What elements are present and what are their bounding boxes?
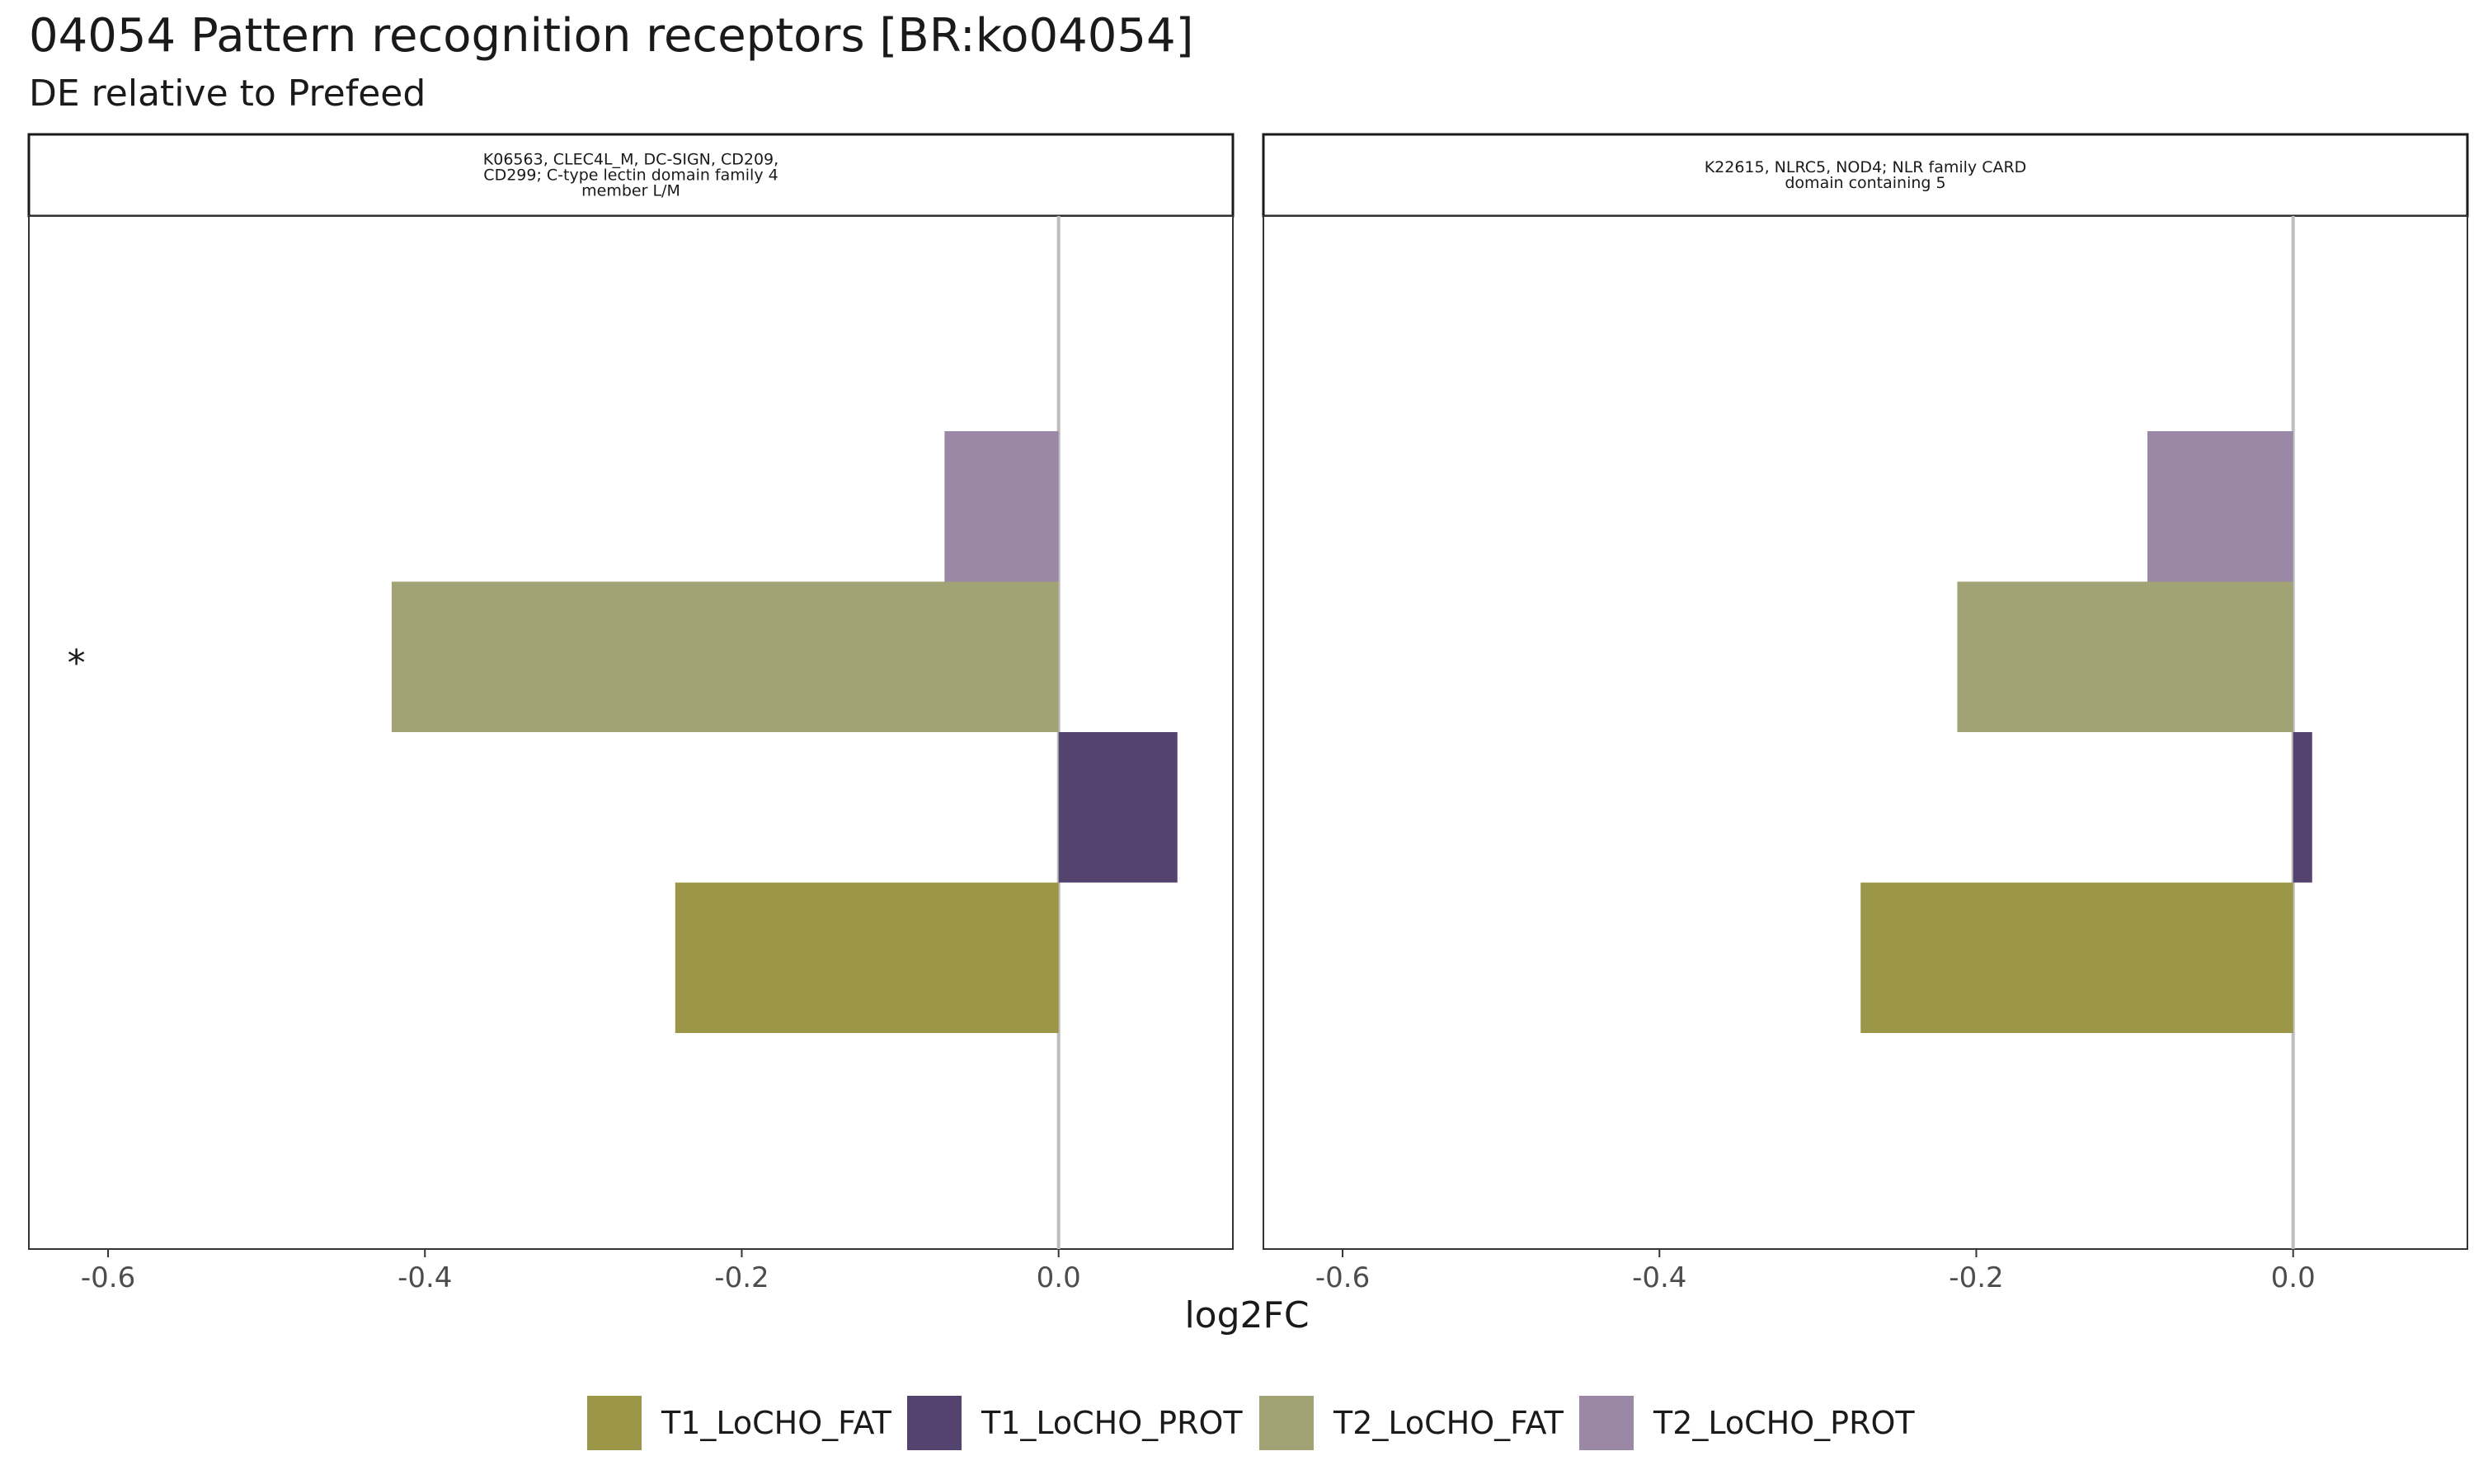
- bar-t2-locho-prot: [2147, 431, 2293, 582]
- panel-frame: [1263, 215, 2468, 1250]
- bar-t2-locho-prot: [944, 431, 1059, 582]
- legend-swatch: [907, 1396, 962, 1450]
- x-axis-title: log2FC: [1184, 1294, 1309, 1336]
- bar-t1-locho-fat: [1860, 882, 2293, 1033]
- bar-t1-locho-prot: [2293, 732, 2312, 883]
- legend-swatch: [1579, 1396, 1634, 1450]
- facet-strip-label: K06563, CLEC4L_M, DC-SIGN, CD209,: [483, 151, 778, 169]
- bar-t2-locho-fat: [1957, 581, 2293, 732]
- legend-label: T2_LoCHO_PROT: [1653, 1405, 1915, 1441]
- facet-strip: [1262, 133, 2469, 218]
- legend-label: T2_LoCHO_FAT: [1333, 1405, 1564, 1441]
- x-tick-label: -0.4: [1632, 1261, 1686, 1294]
- x-tick-label: -0.4: [397, 1261, 452, 1294]
- legend-swatch: [587, 1396, 642, 1450]
- facet-strip-label: member L/M: [581, 182, 680, 200]
- x-tick-label: -0.6: [1315, 1261, 1370, 1294]
- facet-strip-label: K22615, NLRC5, NOD4; NLR family CARD: [1705, 158, 2027, 176]
- bar-t1-locho-prot: [1058, 732, 1178, 883]
- facet-strip: [27, 133, 1235, 218]
- legend-item: T2_LoCHO_FAT: [1259, 1396, 1564, 1450]
- chart-title: 04054 Pattern recognition receptors [BR:…: [29, 9, 1193, 63]
- panel-frame: [28, 215, 1234, 1250]
- chart-subtitle: DE relative to Prefeed: [29, 73, 426, 115]
- panel-1: K06563, CLEC4L_M, DC-SIGN, CD209,CD299; …: [27, 133, 1235, 1294]
- x-tick-label: 0.0: [2271, 1261, 2316, 1294]
- facet-strip-label: domain containing 5: [1785, 174, 1945, 192]
- panel-2: K22615, NLRC5, NOD4; NLR family CARDdoma…: [1262, 133, 2469, 1294]
- x-tick-label: 0.0: [1037, 1261, 1081, 1294]
- legend-swatch: [1259, 1396, 1314, 1450]
- x-tick-label: -0.6: [81, 1261, 135, 1294]
- legend: T1_LoCHO_FAT T1_LoCHO_PROT T2_LoCHO_FAT T2_…: [587, 1396, 1915, 1450]
- x-tick-label: -0.2: [1949, 1261, 2003, 1294]
- legend-item: T1_LoCHO_PROT: [907, 1396, 1243, 1450]
- panels: K06563, CLEC4L_M, DC-SIGN, CD209,CD299; …: [27, 133, 2469, 1294]
- facet-strip-label: CD299; C-type lectin domain family 4: [483, 167, 778, 185]
- bar-t2-locho-fat: [391, 581, 1059, 732]
- significance-marker: *: [68, 642, 86, 684]
- legend-item: T2_LoCHO_PROT: [1579, 1396, 1915, 1450]
- bar-t1-locho-fat: [675, 882, 1059, 1033]
- legend-label: T1_LoCHO_PROT: [981, 1405, 1243, 1441]
- x-tick-label: -0.2: [714, 1261, 769, 1294]
- legend-label: T1_LoCHO_FAT: [661, 1405, 892, 1441]
- legend-item: T1_LoCHO_FAT: [587, 1396, 892, 1450]
